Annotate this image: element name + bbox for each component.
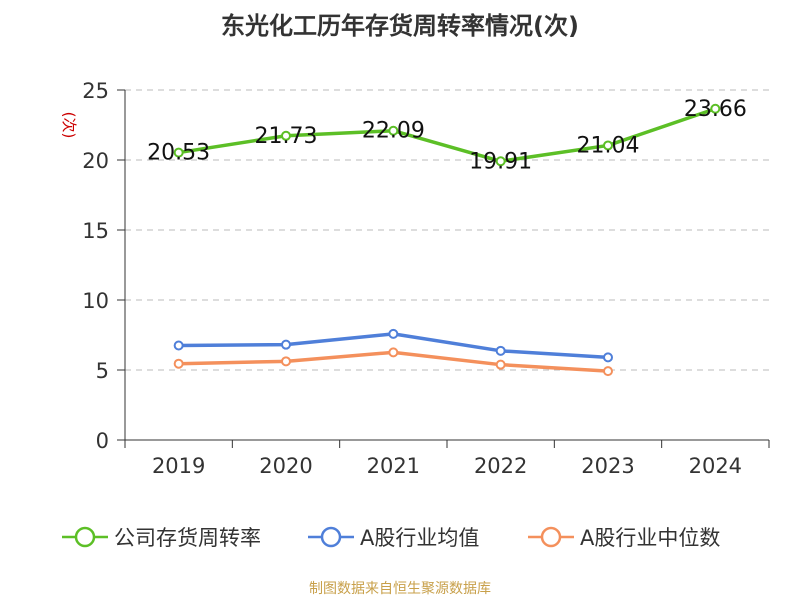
x-tick-label-2024: 2024 <box>689 454 742 478</box>
data-point-1-3 <box>495 345 506 356</box>
y-tick-label-10: 10 <box>82 289 109 313</box>
data-label-0-1: 21.73 <box>255 124 318 149</box>
data-label-0-2: 22.09 <box>362 119 425 144</box>
data-point-0-3 <box>495 156 506 167</box>
y-tick-label-0: 0 <box>96 429 109 453</box>
legend-item-company[interactable]: 公司存货周转率 <box>62 522 261 552</box>
x-tick-label-2021: 2021 <box>367 454 420 478</box>
y-tick-label-5: 5 <box>96 359 109 383</box>
data-point-0-1 <box>281 130 291 141</box>
data-point-1-1 <box>281 339 291 350</box>
data-point-2-4 <box>603 366 613 377</box>
data-point-0-5 <box>710 103 721 114</box>
data-point-2-1 <box>281 356 291 367</box>
chart-title: 东光化工历年存货周转率情况(次) <box>221 12 579 40</box>
legend-label-company: 公司存货周转率 <box>114 526 261 550</box>
x-tick-label-2019: 2019 <box>152 454 205 478</box>
series-line-0 <box>178 107 716 164</box>
data-point-1-2 <box>388 328 399 339</box>
legend-label-industry-avg: A股行业均值 <box>360 526 480 550</box>
source-note: 制图数据来自恒生聚源数据库 <box>309 581 491 597</box>
legend-label-industry-median: A股行业中位数 <box>580 526 721 550</box>
data-label-0-0: 20.53 <box>147 141 210 166</box>
legend-industry-median-line-icon <box>528 526 574 548</box>
legend-item-industry-median[interactable]: A股行业中位数 <box>528 522 720 552</box>
data-point-1-4 <box>603 352 613 363</box>
y-tick-label-15: 15 <box>82 219 109 243</box>
x-tick-label-2023: 2023 <box>581 454 634 478</box>
data-point-0-0 <box>173 147 184 158</box>
data-point-2-3 <box>495 359 506 370</box>
data-label-0-4: 21.04 <box>577 133 640 158</box>
data-point-2-2 <box>388 347 399 358</box>
data-label-0-5: 23.66 <box>684 97 747 122</box>
x-tick-label-2022: 2022 <box>474 454 527 478</box>
legend-item-industry-avg[interactable]: A股行业均值 <box>308 522 479 552</box>
data-labels: 20.53 21.73 22.09 19.91 21.04 23.66 <box>147 97 747 174</box>
grid-lines <box>125 89 769 371</box>
x-tick-label-2020: 2020 <box>259 454 312 478</box>
axes: 0 5 10 15 20 25 2019 2020 2021 2022 2023 2024 <box>82 79 770 478</box>
data-point-0-2 <box>388 125 399 136</box>
data-label-0-3: 19.91 <box>469 149 532 174</box>
y-tick-label-25: 25 <box>82 79 109 103</box>
data-point-2-0 <box>173 358 184 369</box>
legend-industry-avg-line-icon <box>308 526 354 548</box>
legend-company-line-icon <box>62 526 108 548</box>
y-tick-label-20: 20 <box>82 149 109 173</box>
data-point-0-4 <box>603 140 613 151</box>
y-axis-label: (次) <box>60 112 78 139</box>
series-lines <box>173 103 721 377</box>
data-point-1-0 <box>173 340 184 351</box>
